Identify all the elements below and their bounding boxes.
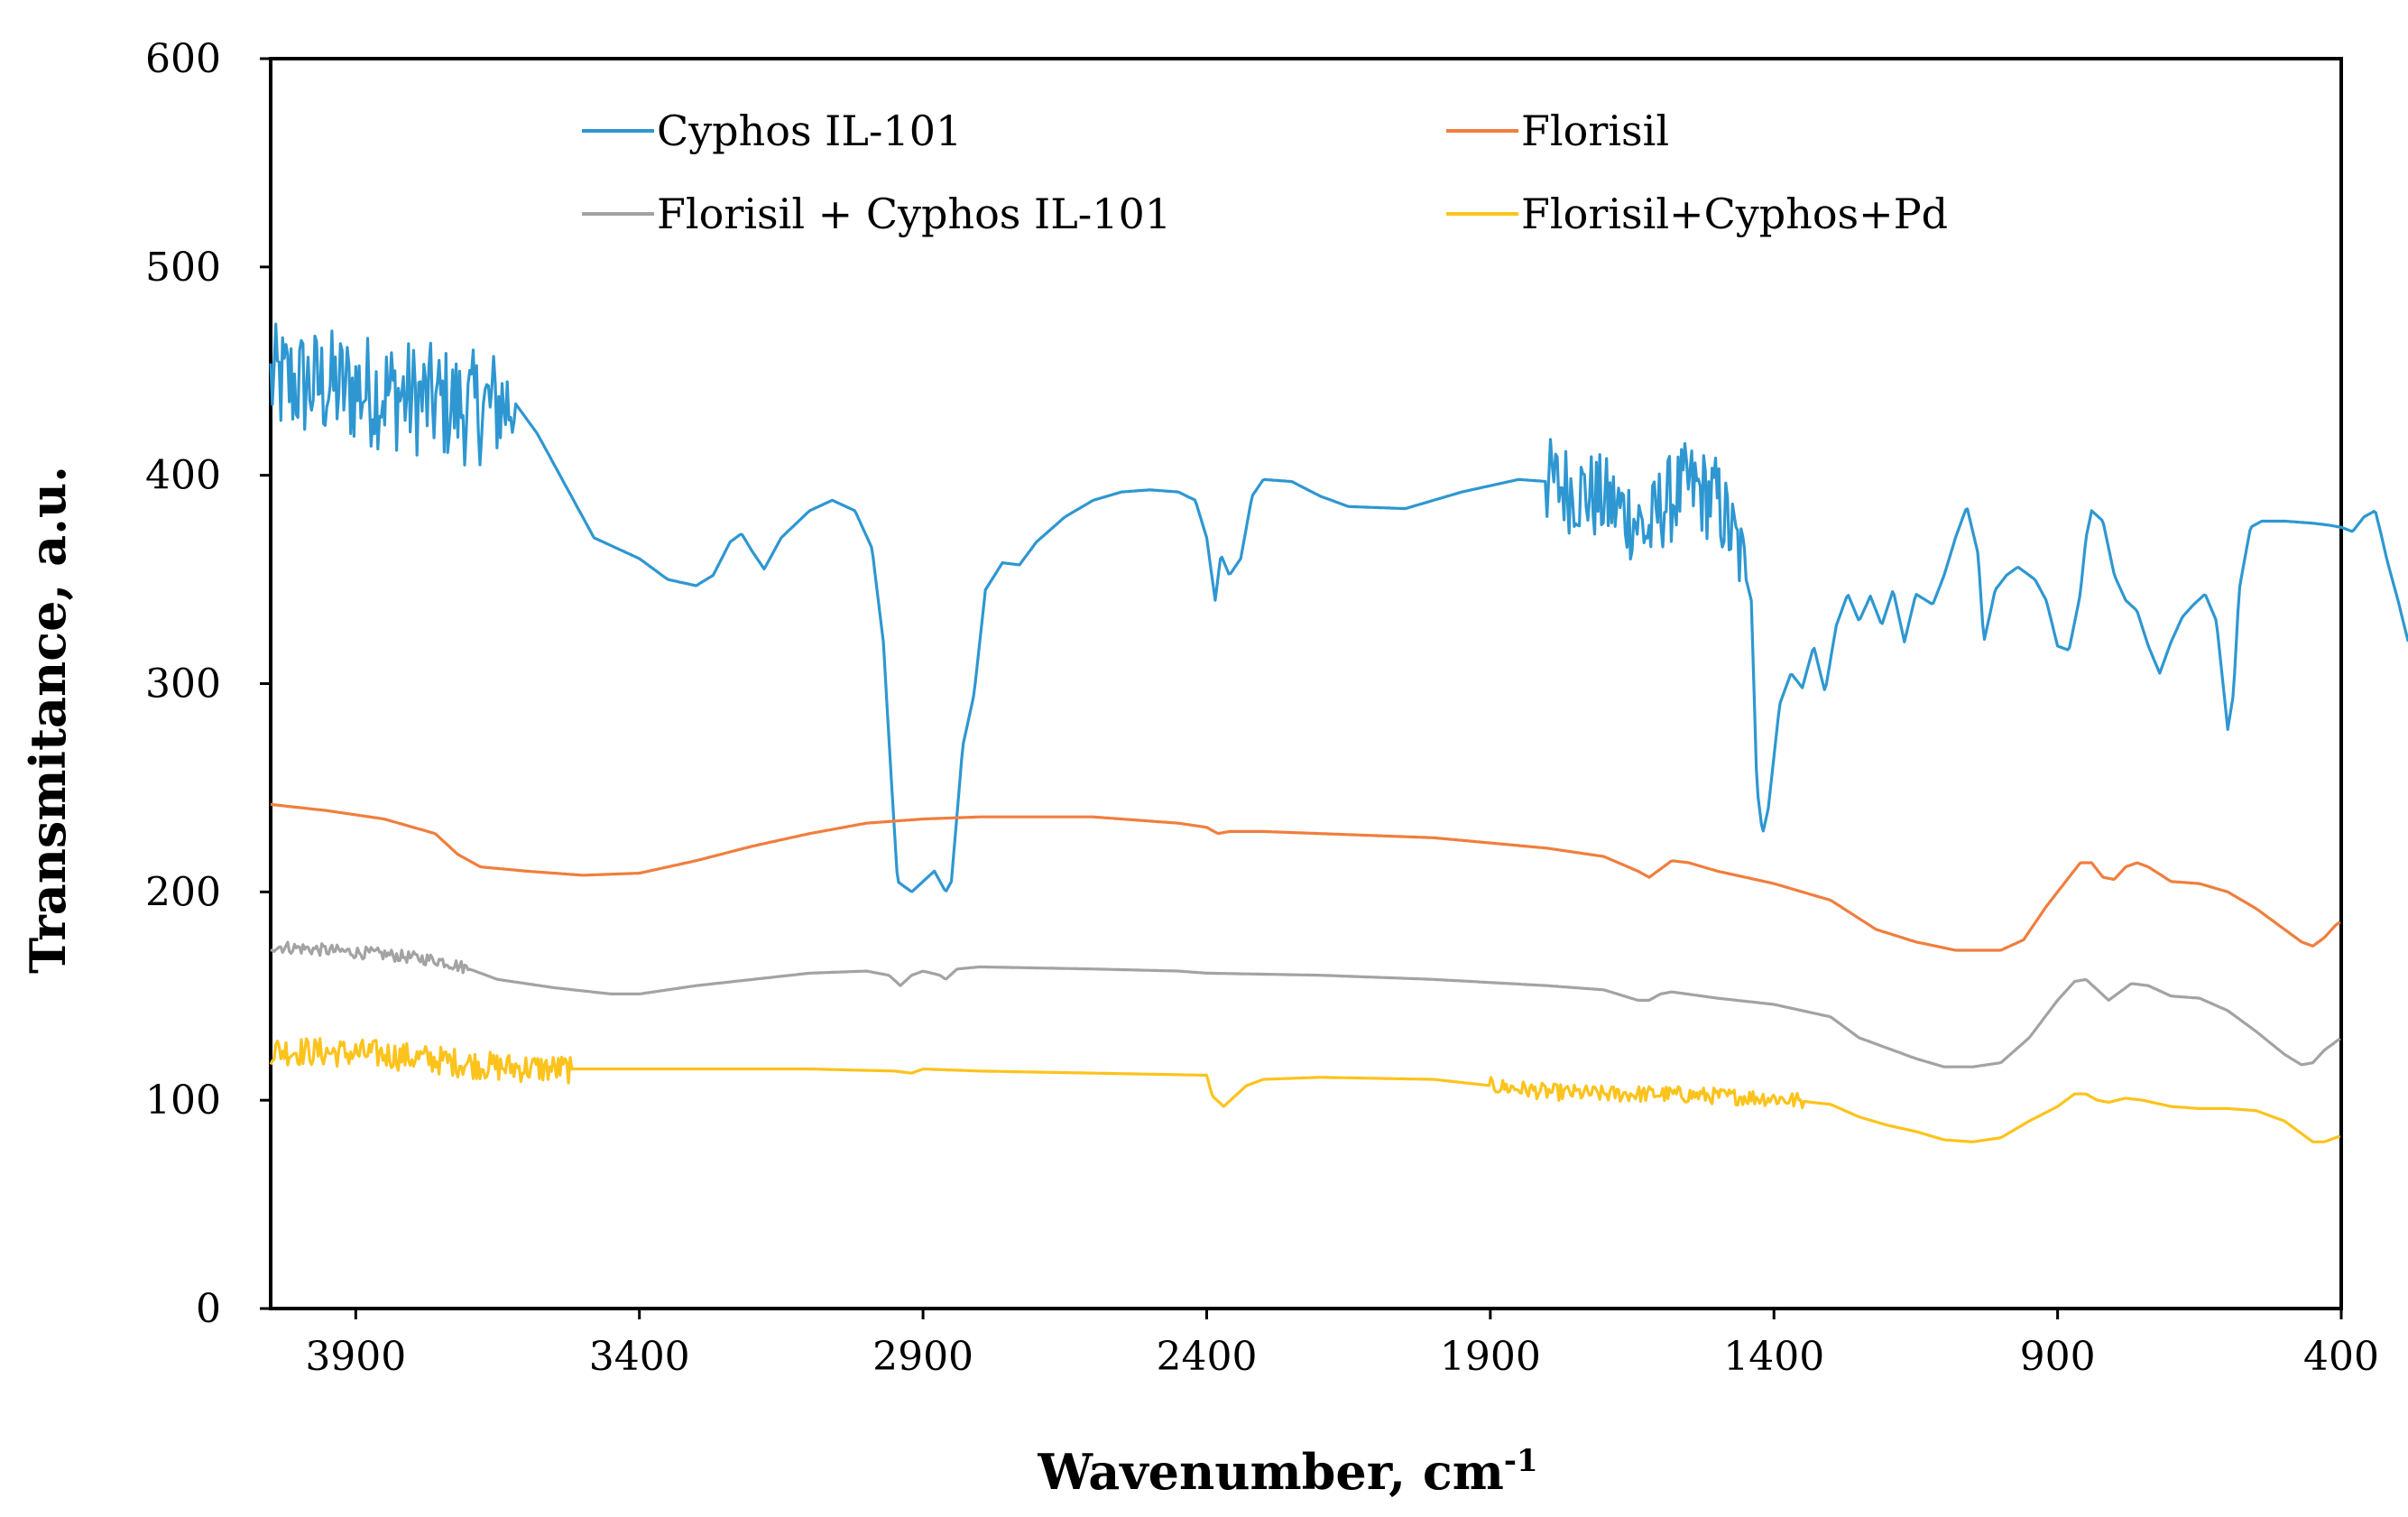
x-tick-label: 2900 [872,1334,973,1380]
series-lines [269,322,2408,1143]
x-axis-title: Wavenumber, cm-1 [1037,1443,1537,1501]
x-axis: 3900 3400 2900 2400 1900 1400 900 400 [305,1309,2379,1380]
y-tick-label: 200 [145,869,221,915]
y-axis-title: Transmitance, a.u. [19,466,77,974]
x-tick-label: 1400 [1723,1334,1824,1380]
legend-label-florisil: Florisil [1521,106,1669,155]
x-tick-label: 900 [2020,1334,2096,1380]
legend-label-florisil-cyphos-pd: Florisil+Cyphos+Pd [1521,190,1948,238]
y-tick-label: 500 [145,245,221,291]
x-tick-label: 3900 [305,1334,406,1380]
series-line-florisil-cyphos-il-101 [270,940,2341,1068]
series-line-florisil [270,802,2341,952]
x-tick-label: 400 [2303,1334,2379,1380]
legend-label-cyphos-il-101: Cyphos IL-101 [657,106,962,155]
y-tick-label: 600 [145,36,221,82]
y-tick-label: 300 [145,661,221,708]
series-line-florisil-cyphos-pd [269,1037,2341,1143]
series-line-cyphos-il-101 [269,322,2408,893]
x-tick-label: 1900 [1440,1334,1541,1380]
legend: Cyphos IL-101 Florisil Florisil + Cyphos I… [582,106,1948,238]
y-tick-label: 400 [145,453,221,499]
x-tick-label: 3400 [589,1334,690,1380]
x-tick-label: 2400 [1156,1334,1257,1380]
legend-label-florisil-cyphos-il-101: Florisil + Cyphos IL-101 [657,190,1171,238]
y-tick-label: 100 [145,1078,221,1124]
y-axis: 0 100 200 300 400 500 600 [145,36,271,1332]
y-tick-label: 0 [196,1286,221,1332]
